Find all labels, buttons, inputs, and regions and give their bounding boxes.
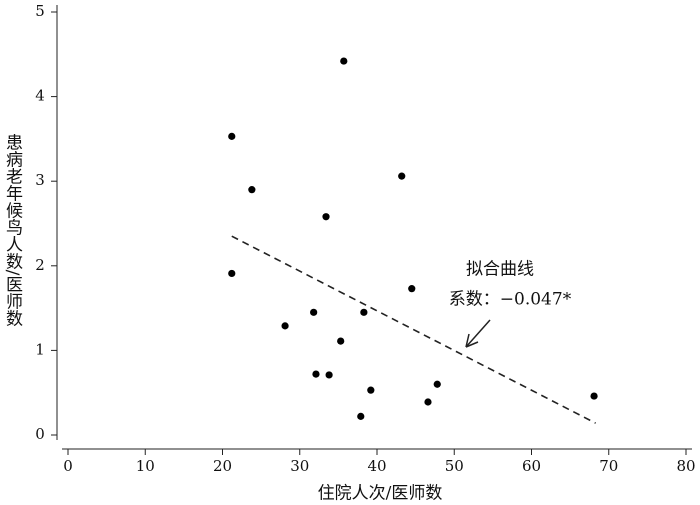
point bbox=[248, 186, 256, 194]
x-tick-label: 30 bbox=[290, 457, 309, 475]
y-tick-label: 5 bbox=[35, 2, 45, 20]
y-tick-label: 2 bbox=[35, 256, 45, 274]
x-tick-label: 80 bbox=[676, 457, 695, 475]
y-tick-label: 3 bbox=[35, 171, 45, 189]
annotation: 拟合曲线 bbox=[466, 260, 534, 280]
x-tick-label: 40 bbox=[367, 457, 386, 475]
y-tick-label: 1 bbox=[35, 340, 45, 358]
x-tick-label: 70 bbox=[599, 457, 618, 475]
arrow-head bbox=[465, 333, 479, 348]
fit-line bbox=[231, 235, 596, 424]
y-tick-label: 4 bbox=[35, 87, 45, 105]
y-tick-label: 0 bbox=[35, 425, 45, 443]
point bbox=[408, 285, 416, 293]
point bbox=[322, 213, 330, 221]
point bbox=[310, 308, 318, 316]
point bbox=[398, 172, 406, 180]
x-tick-label: 20 bbox=[213, 457, 232, 475]
y-axis-label: 患病老年候鸟人数/医师数 bbox=[2, 134, 23, 327]
point bbox=[433, 380, 441, 388]
point bbox=[281, 322, 289, 330]
x-tick-label: 60 bbox=[522, 457, 541, 475]
point bbox=[367, 386, 375, 394]
point bbox=[360, 308, 368, 316]
x-axis-label: 住院人次/医师数 bbox=[318, 484, 443, 504]
annotation: 系数：−0.047* bbox=[449, 290, 572, 310]
point bbox=[337, 337, 345, 345]
x-tick-label: 10 bbox=[136, 457, 155, 475]
x-tick-label: 0 bbox=[63, 457, 73, 475]
point bbox=[228, 269, 236, 278]
point bbox=[325, 371, 333, 379]
point bbox=[590, 392, 598, 400]
point bbox=[228, 132, 236, 140]
point bbox=[424, 398, 432, 406]
x-tick-label: 50 bbox=[445, 457, 464, 475]
arrow bbox=[465, 319, 491, 348]
point bbox=[357, 412, 365, 420]
point bbox=[340, 57, 348, 65]
point bbox=[312, 370, 320, 378]
